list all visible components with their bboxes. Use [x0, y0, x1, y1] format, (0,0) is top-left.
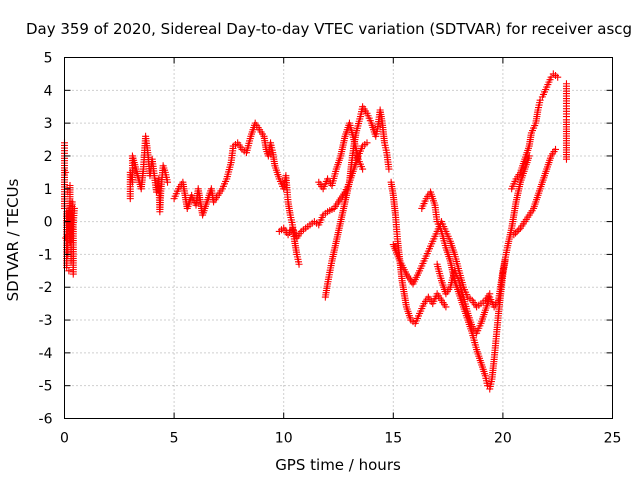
y-tick-label: -5 — [39, 379, 53, 395]
chart-title: Day 359 of 2020, Sidereal Day-to-day VTE… — [26, 20, 632, 38]
data-point — [562, 155, 570, 163]
y-tick-label: 0 — [44, 215, 53, 231]
x-tick-label: 0 — [60, 431, 69, 447]
data-sample — [512, 229, 520, 237]
x-tick-label: 25 — [604, 431, 622, 447]
y-tick-label: 2 — [44, 149, 53, 165]
y-tick-label: -6 — [39, 412, 53, 428]
y-tick-label: -2 — [39, 280, 53, 296]
y-tick-label: 4 — [44, 83, 53, 99]
y-tick-label: 1 — [44, 182, 53, 198]
data-point — [295, 260, 303, 268]
data-point — [70, 204, 78, 212]
plot-frame — [64, 57, 613, 419]
y-axis-title: SDTVAR / TECUs — [4, 178, 22, 301]
data-sample — [513, 227, 521, 235]
data-point — [385, 165, 393, 173]
data-sample — [515, 226, 523, 234]
y-tick-label: 5 — [44, 51, 53, 67]
x-axis-title: GPS time / hours — [275, 456, 401, 474]
data-marks — [61, 70, 570, 393]
y-tick-label: -4 — [39, 346, 53, 362]
y-tick-label: -1 — [39, 247, 53, 263]
data-point — [554, 73, 562, 81]
y-tick-label: -3 — [39, 313, 53, 329]
data-point — [164, 178, 172, 186]
data-point — [363, 139, 371, 147]
data-point — [65, 267, 73, 275]
data-point — [552, 145, 560, 153]
x-tick-label: 10 — [275, 431, 293, 447]
data-point — [510, 231, 518, 239]
y-tick-label: 3 — [44, 116, 53, 132]
data-point — [442, 303, 450, 311]
x-tick-label: 15 — [384, 431, 402, 447]
x-tick-label: 20 — [494, 431, 512, 447]
x-tick-label: 5 — [170, 431, 179, 447]
data-point — [359, 165, 367, 173]
tick-layer: 0 5 10 15 20 25 -6 -5 -4 -3 -2 -1 0 1 2 3 4 5 — [39, 51, 622, 447]
data-point — [68, 198, 76, 206]
grid-layer — [64, 57, 613, 419]
data-point — [66, 181, 74, 189]
data-point — [62, 168, 70, 176]
